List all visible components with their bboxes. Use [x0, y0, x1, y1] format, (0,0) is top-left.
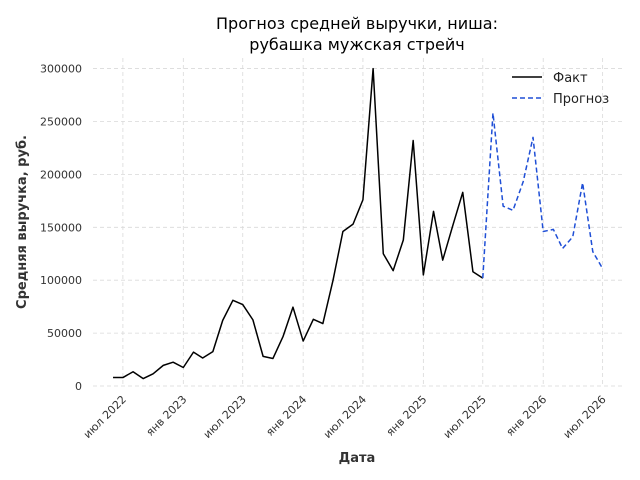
- x-tick-label: янв 2023: [144, 393, 190, 439]
- data-point-forecast: [562, 248, 564, 250]
- data-point-forecast: [553, 229, 555, 231]
- data-point-forecast: [482, 277, 484, 279]
- data-point-fact: [193, 351, 195, 353]
- series-layer: [112, 67, 604, 380]
- data-point-forecast: [602, 268, 604, 270]
- data-point-fact: [302, 340, 304, 342]
- data-point-fact: [433, 211, 435, 213]
- data-point-fact: [472, 271, 474, 273]
- data-point-fact: [412, 140, 414, 142]
- data-point-fact: [172, 361, 174, 363]
- chart-title-line-1: Прогноз средней выручки, ниша:: [216, 14, 498, 33]
- chart-title-line-2: рубашка мужская стрейч: [249, 35, 464, 54]
- series-line-forecast: [482, 112, 604, 279]
- x-tick-label: янв 2024: [263, 393, 309, 439]
- legend: Факт Прогноз: [512, 71, 609, 107]
- data-point-fact: [322, 323, 324, 325]
- x-tick-label: янв 2025: [384, 393, 430, 439]
- legend-label-fact: Факт: [553, 71, 588, 86]
- x-tick-label: июл 2023: [201, 393, 249, 441]
- data-point-forecast: [572, 236, 574, 238]
- data-point-fact: [342, 231, 344, 233]
- data-point-fact: [222, 320, 224, 322]
- data-point-fact: [252, 319, 254, 321]
- data-point-fact: [292, 306, 294, 308]
- x-tick-label: июл 2024: [321, 393, 369, 441]
- data-point-fact: [452, 224, 454, 226]
- data-point-fact: [202, 357, 204, 359]
- data-point-fact: [442, 259, 444, 261]
- y-gridlines: [93, 68, 623, 387]
- data-point-fact: [152, 373, 154, 375]
- data-point-fact: [423, 274, 425, 276]
- data-point-fact: [142, 378, 144, 380]
- data-point-fact: [382, 253, 384, 255]
- y-tick-label: 50000: [47, 327, 82, 340]
- data-point-fact: [272, 358, 274, 360]
- y-tick-label: 250000: [40, 115, 82, 128]
- data-point-fact: [362, 199, 364, 201]
- data-point-fact: [392, 270, 394, 272]
- data-point-fact: [352, 223, 354, 225]
- data-point-forecast: [502, 205, 504, 207]
- data-point-forecast: [492, 112, 494, 114]
- data-point-fact: [122, 377, 124, 379]
- x-tick-label: янв 2026: [504, 393, 550, 439]
- data-point-fact: [112, 377, 114, 379]
- data-point-forecast: [532, 137, 534, 139]
- y-axis-ticks: 0 50000 100000 150000 200000 250000 300000: [40, 63, 82, 393]
- x-axis-ticks: июл 2022 янв 2023 июл 2023 янв 2024 июл 2024…: [81, 393, 609, 441]
- data-point-fact: [313, 319, 315, 321]
- data-point-fact: [282, 335, 284, 337]
- series-line-fact: [113, 67, 484, 380]
- data-point-fact: [403, 239, 405, 241]
- data-point-fact: [372, 68, 374, 70]
- x-tick-label: июл 2025: [441, 393, 489, 441]
- legend-label-forecast: Прогноз: [553, 92, 609, 107]
- data-point-fact: [212, 351, 214, 353]
- x-axis-label: Дата: [339, 451, 376, 466]
- x-tick-label: июл 2022: [81, 393, 129, 441]
- data-point-forecast: [512, 210, 514, 212]
- y-tick-label: 200000: [40, 168, 82, 181]
- x-gridlines: [122, 58, 604, 386]
- y-tick-label: 150000: [40, 221, 82, 234]
- y-tick-label: 300000: [40, 63, 82, 76]
- data-point-forecast: [542, 231, 544, 233]
- y-tick-label: 0: [75, 380, 82, 393]
- y-tick-label: 100000: [40, 274, 82, 287]
- data-point-fact: [232, 299, 234, 301]
- x-tick-label: июл 2026: [561, 393, 609, 441]
- data-point-fact: [332, 279, 334, 281]
- data-point-fact: [242, 304, 244, 306]
- data-point-fact: [183, 367, 185, 369]
- data-point-forecast: [592, 251, 594, 253]
- data-point-forecast: [582, 182, 584, 184]
- data-point-fact: [462, 192, 464, 194]
- data-point-fact: [162, 365, 164, 367]
- data-point-fact: [132, 371, 134, 373]
- y-axis-label: Средняя выручка, руб.: [15, 135, 30, 309]
- data-point-forecast: [522, 181, 524, 183]
- data-point-fact: [262, 356, 264, 358]
